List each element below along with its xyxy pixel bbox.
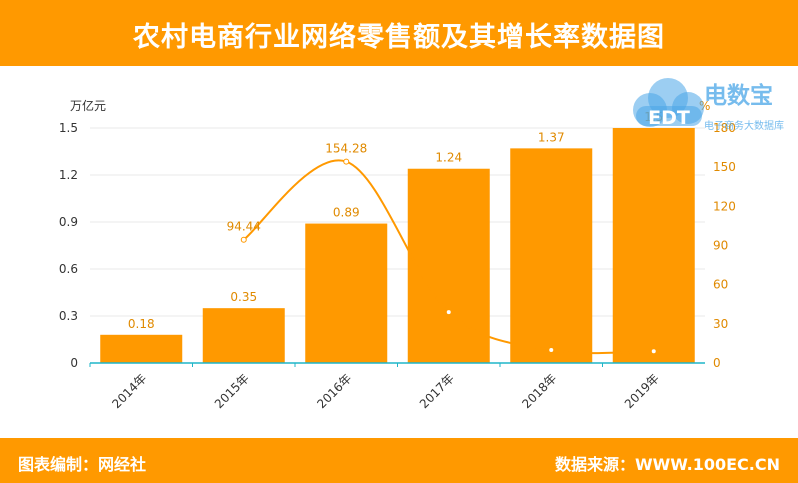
y-right-axis-title: %	[699, 99, 710, 113]
y-right-tick-label: 90	[713, 239, 728, 253]
bar-2018年	[510, 148, 593, 363]
x-tick-label: 2018年	[519, 371, 559, 411]
bar-value-label: 1.24	[435, 151, 462, 165]
x-tick-label: 2017年	[417, 371, 457, 411]
y-left-tick-label: 1.2	[59, 168, 78, 182]
logo-name: 电数宝	[704, 82, 773, 109]
y-right-tick-label: 180	[713, 121, 736, 135]
bar-value-label: 0.18	[128, 317, 155, 331]
growth-point	[650, 348, 657, 355]
footer-credit: 图表编制：网经社	[18, 455, 147, 474]
cloud-logo-icon: EDT	[633, 78, 704, 129]
page-title: 农村电商行业网络零售额及其增长率数据图	[133, 22, 665, 53]
bar-2015年	[202, 308, 285, 363]
x-tick-label: 2015年	[212, 371, 252, 411]
growth-point	[548, 346, 555, 353]
bar-2016年	[305, 223, 388, 363]
bar-value-label: 1.37	[538, 130, 565, 144]
y-left-tick-label: 0.3	[59, 309, 78, 323]
growth-value-label: 94.44	[227, 220, 261, 234]
y-right-tick-label: 150	[713, 160, 736, 174]
growth-point	[343, 158, 350, 165]
y-left-tick-label: 0.6	[59, 262, 78, 276]
x-tick-label: 2019年	[622, 371, 662, 411]
y-left-tick-label: 0	[70, 356, 78, 370]
grid	[90, 127, 705, 317]
watermark-logo: EDT 电数宝 电子商务大数据库	[633, 78, 784, 132]
growth-point	[445, 309, 452, 316]
y-left-tick-label: 0.9	[59, 215, 78, 229]
growth-value-label: 154.28	[325, 142, 367, 156]
y-right-tick-label: 60	[713, 278, 728, 292]
bar-value-label: 0.89	[333, 206, 360, 220]
footer: 图表编制：网经社 数据来源：WWW.100EC.CN	[0, 438, 798, 483]
bar-value-label: 0.35	[230, 290, 257, 304]
logo-letters: EDT	[648, 107, 690, 129]
growth-line-path	[243, 159, 654, 355]
growth-line: 94.44 154.28	[227, 142, 657, 355]
y-right-tick-label: 120	[713, 199, 736, 213]
logo-tagline: 电子商务大数据库	[704, 119, 784, 132]
bars	[100, 128, 695, 363]
x-tick-label: 2014年	[109, 371, 149, 411]
header: 农村电商行业网络零售额及其增长率数据图	[0, 0, 798, 66]
bar-2017年	[407, 168, 490, 363]
x-tick-label: 2016年	[314, 371, 354, 411]
chart: 0.18 0.35 0.89 1.24 1.37 1.5 94.44 154.28 0 0.3…	[59, 78, 784, 411]
y-right-tick-label: 0	[713, 356, 721, 370]
bar-2014年	[100, 334, 183, 363]
footer-source: 数据来源：WWW.100EC.CN	[554, 455, 780, 474]
y-left-axis-title: 万亿元	[70, 98, 106, 113]
bar-2019年	[612, 128, 695, 363]
y-right-tick-label: 30	[713, 317, 728, 331]
growth-point	[240, 236, 247, 243]
y-left-tick-label: 1.5	[59, 121, 78, 135]
